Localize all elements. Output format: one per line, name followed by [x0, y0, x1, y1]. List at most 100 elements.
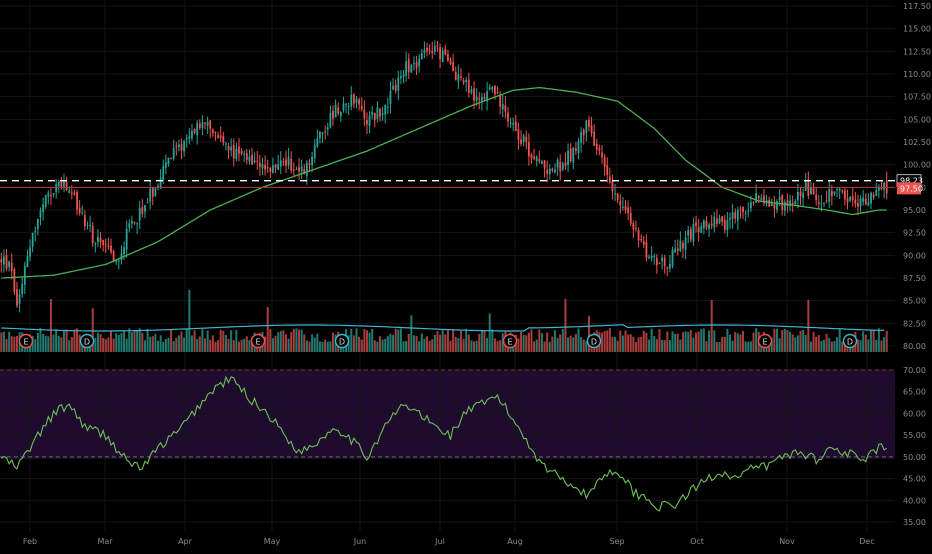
candle-body: [431, 50, 434, 54]
candle-body: [752, 202, 755, 204]
candle-body: [872, 194, 875, 198]
candle-body: [313, 145, 316, 159]
volume-bar: [569, 335, 572, 352]
volume-bar: [94, 337, 97, 352]
volume-bar: [713, 330, 716, 352]
candle-body: [13, 269, 16, 292]
candle-body: [433, 45, 436, 52]
volume-bar: [433, 334, 436, 352]
volume-bar: [619, 330, 622, 352]
volume-bar: [175, 337, 178, 352]
volume-bar: [350, 328, 353, 352]
volume-bar: [441, 330, 444, 352]
candle-body: [321, 132, 324, 135]
volume-bar: [637, 337, 640, 352]
volume-bar: [245, 336, 248, 352]
volume-bar: [415, 335, 418, 352]
volume-bar: [418, 341, 421, 352]
candle-body: [209, 120, 212, 129]
volume-bar: [825, 333, 828, 352]
candle-body: [794, 201, 797, 204]
volume-bar: [470, 340, 473, 352]
candle-body: [188, 136, 191, 139]
candle-body: [776, 201, 778, 210]
candle-body: [138, 208, 141, 221]
candle-body: [178, 144, 180, 147]
volume-bar: [115, 333, 118, 352]
candle-body: [162, 166, 165, 181]
volume-bar: [5, 339, 8, 352]
rsi-tick-label: 35.00: [903, 518, 926, 527]
candle-body: [65, 181, 68, 190]
candle-body: [627, 207, 630, 214]
volume-bar: [240, 339, 243, 352]
candle-body: [151, 187, 154, 197]
candle-body: [78, 208, 81, 213]
volume-bar: [676, 333, 679, 352]
volume-bar: [300, 329, 303, 352]
candle-body: [734, 212, 737, 219]
volume-bar: [284, 334, 287, 352]
candle-body: [663, 257, 666, 267]
volume-bar: [838, 328, 841, 352]
event-marker-d: D: [842, 333, 858, 349]
volume-bar: [143, 340, 146, 352]
volume-bar: [394, 328, 397, 352]
price-tick-label: 117.50: [903, 2, 931, 11]
volume-bar: [318, 341, 321, 352]
candle-body: [559, 161, 562, 172]
volume-bar: [695, 332, 698, 352]
candle-body: [574, 148, 577, 151]
volume-bar: [125, 338, 128, 352]
candle-body: [496, 91, 499, 94]
candle-body: [57, 181, 60, 187]
volume-bar: [402, 341, 405, 352]
volume-bar: [102, 337, 105, 352]
candle-body: [316, 138, 319, 147]
volume-bar: [224, 335, 227, 352]
candle-body: [81, 212, 84, 214]
volume-bar: [73, 329, 76, 352]
candle-body: [755, 193, 758, 203]
candle-body: [342, 103, 345, 111]
event-marker-circle: [502, 333, 518, 349]
candle-body: [102, 239, 105, 245]
candle-body: [52, 193, 55, 195]
volume-bar: [880, 340, 883, 352]
volume-bar: [608, 328, 611, 352]
candle-body: [622, 206, 624, 208]
volume-bar: [658, 329, 661, 352]
candle-body: [572, 147, 575, 163]
candle-body: [115, 259, 118, 262]
volume-bar: [282, 330, 285, 352]
x-tick-label: Sep: [609, 537, 624, 546]
volume-bar: [642, 330, 645, 352]
candle-body: [319, 131, 321, 139]
price-tick-label: 90.00: [903, 251, 926, 260]
candle-body: [164, 162, 167, 168]
volume-bar: [786, 330, 789, 352]
candle-body: [423, 49, 426, 54]
volume-bar: [770, 337, 773, 352]
volume-bar: [747, 341, 750, 352]
volume-bar: [611, 336, 614, 352]
volume-bar: [399, 328, 402, 352]
volume-bar: [538, 329, 541, 352]
x-tick-label: May: [264, 537, 281, 546]
candle-body: [541, 161, 543, 164]
volume-bar: [313, 337, 316, 352]
volume-bar: [128, 328, 131, 352]
volume-bar: [42, 333, 45, 352]
candle-body: [285, 159, 287, 166]
candle-body: [68, 190, 71, 193]
volume-bar: [501, 333, 504, 352]
volume-bar: [209, 339, 212, 352]
candle-body: [635, 227, 637, 229]
event-marker-circle: [18, 333, 34, 349]
volume-bar: [326, 341, 329, 352]
volume-bar: [752, 332, 755, 352]
event-marker-label: E: [507, 338, 512, 347]
candle-body: [324, 131, 327, 133]
candle-body: [546, 169, 549, 174]
